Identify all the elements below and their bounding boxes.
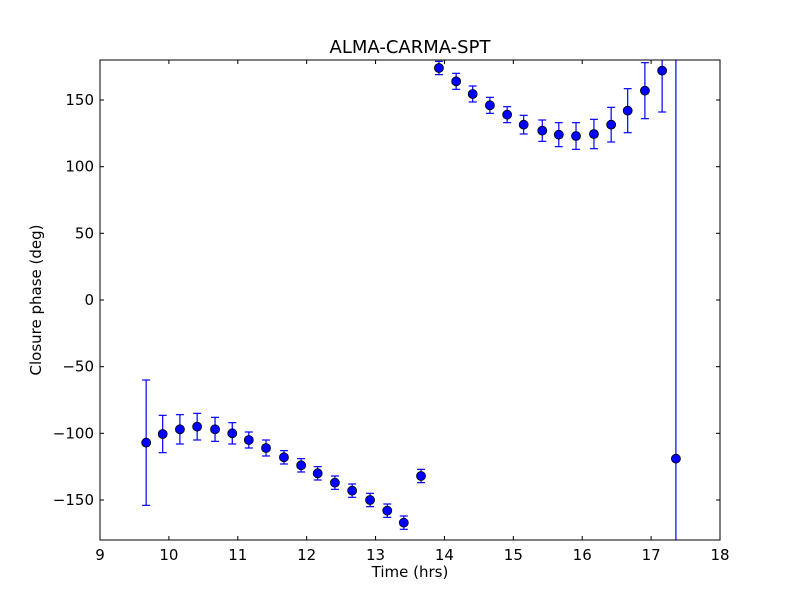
x-tick-label: 15 — [504, 546, 523, 564]
data-point — [398, 517, 409, 528]
x-tick-label: 14 — [435, 546, 454, 564]
chart-title: ALMA-CARMA-SPT — [330, 37, 492, 58]
y-tick-label: 150 — [65, 91, 94, 109]
data-point — [657, 65, 668, 76]
data-point — [192, 421, 203, 432]
x-tick-label: 17 — [642, 546, 661, 564]
x-tick-label: 11 — [228, 546, 247, 564]
data-point — [537, 125, 548, 136]
data-point — [671, 453, 681, 464]
data-marks — [141, 60, 681, 540]
y-tick-label: −100 — [53, 424, 94, 442]
data-point — [365, 495, 375, 505]
y-tick-label: 0 — [84, 291, 94, 309]
data-point — [279, 452, 289, 463]
data-point — [467, 89, 478, 99]
data-point — [330, 477, 340, 488]
data-point — [640, 85, 650, 96]
x-tick-label: 18 — [710, 546, 729, 564]
y-tick-label: −50 — [62, 358, 94, 376]
data-point — [589, 129, 599, 139]
x-tick-label: 16 — [573, 546, 592, 564]
y-tick-label: −150 — [53, 491, 94, 509]
data-point — [175, 424, 185, 435]
data-point — [606, 119, 617, 130]
data-point — [347, 485, 358, 496]
data-point — [227, 428, 238, 439]
y-tick-label: 50 — [75, 224, 94, 242]
data-point — [382, 505, 393, 516]
x-tick-label: 10 — [159, 546, 178, 564]
data-point — [485, 100, 495, 111]
data-point — [553, 129, 564, 140]
y-tick-label: 100 — [65, 158, 94, 176]
data-point — [434, 63, 444, 73]
x-tick-label: 13 — [366, 546, 385, 564]
data-point — [451, 76, 462, 87]
data-point — [157, 429, 168, 439]
x-tick-label: 9 — [95, 546, 105, 564]
data-point — [312, 468, 323, 479]
data-point — [210, 424, 220, 435]
data-point — [261, 443, 271, 453]
x-tick-label: 12 — [297, 546, 316, 564]
data-point — [141, 437, 152, 448]
data-point — [622, 105, 633, 116]
data-point — [243, 435, 254, 445]
data-point — [296, 460, 307, 471]
data-point — [518, 119, 529, 130]
data-point — [416, 471, 426, 481]
axis-ticks: 9 10 11 12 13 14 15 16 17 18 −150 −100 −50 0 50 100 150 — [53, 60, 730, 564]
plot-frame — [99, 59, 721, 541]
y-axis-label: Closure phase (deg) — [27, 225, 45, 376]
x-axis-label: Time (hrs) — [371, 563, 449, 581]
data-point — [571, 131, 581, 141]
data-point — [502, 109, 513, 120]
